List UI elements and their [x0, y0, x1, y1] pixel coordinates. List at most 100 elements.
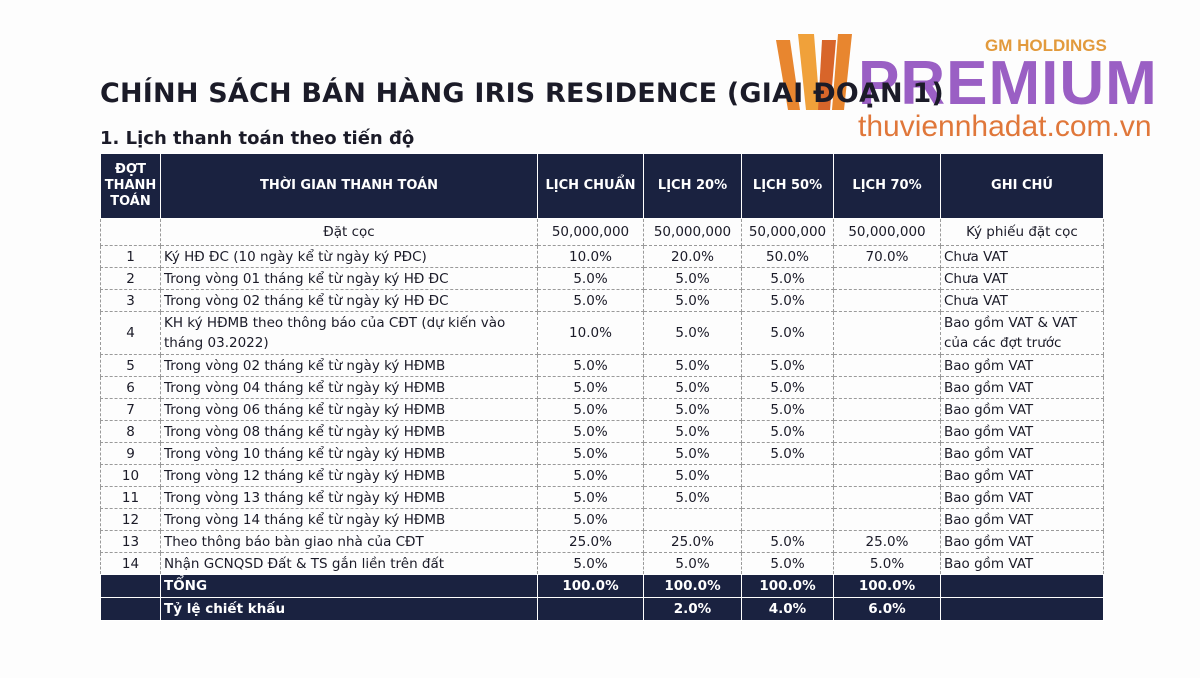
table-cell: Bao gồm VAT: [940, 464, 1104, 487]
table-cell: 3: [100, 289, 161, 312]
table-cell: 50,000,000: [833, 218, 941, 246]
table-cell: 5.0%: [643, 376, 742, 399]
table-cell: Bao gồm VAT: [940, 508, 1104, 531]
payment-table: ĐỢT THANH TOÁN THỜI GIAN THANH TOÁN LỊCH C…: [100, 153, 1104, 621]
header-cell: THỜI GIAN THANH TOÁN: [160, 153, 538, 219]
table-cell: [833, 486, 941, 509]
table-cell: 5.0%: [537, 442, 644, 465]
table-cell: [833, 267, 941, 290]
table-cell: 5.0%: [741, 267, 834, 290]
table-cell: 5.0%: [643, 354, 742, 377]
table-cell: Bao gồm VAT: [940, 420, 1104, 443]
table-row: 3 Trong vòng 02 tháng kể từ ngày ký HĐ ĐC…: [100, 289, 1104, 312]
table-cell: 5.0%: [537, 486, 644, 509]
table-cell: Bao gồm VAT: [940, 442, 1104, 465]
footer-row: Tỷ lệ chiết khấu 2.0% 4.0% 6.0%: [100, 597, 1104, 621]
table-cell: 5.0%: [643, 311, 742, 355]
footer-cell: 100.0%: [741, 574, 834, 598]
table-cell: 5.0%: [537, 267, 644, 290]
table-row: 4 KH ký HĐMB theo thông báo của CĐT (dự k…: [100, 311, 1104, 355]
table-cell: 11: [100, 486, 161, 509]
table-cell: [833, 442, 941, 465]
table-cell: 5: [100, 354, 161, 377]
table-cell: Trong vòng 14 tháng kể từ ngày ký HĐMB: [160, 508, 538, 531]
table-cell: [833, 464, 941, 487]
table-cell: Bao gồm VAT: [940, 398, 1104, 421]
table-cell: Trong vòng 02 tháng kể từ ngày ký HĐMB: [160, 354, 538, 377]
table-cell: 8: [100, 420, 161, 443]
table-cell: Trong vòng 06 tháng kể từ ngày ký HĐMB: [160, 398, 538, 421]
table-cell: Theo thông báo bàn giao nhà của CĐT: [160, 530, 538, 553]
table-cell: 13: [100, 530, 161, 553]
table-cell: 5.0%: [741, 398, 834, 421]
footer-cell: 100.0%: [833, 574, 941, 598]
table-cell: 5.0%: [537, 552, 644, 575]
table-cell: 5.0%: [537, 354, 644, 377]
table-cell: 5.0%: [741, 552, 834, 575]
table-cell: 7: [100, 398, 161, 421]
table-row: 2 Trong vòng 01 tháng kể từ ngày ký HĐ ĐC…: [100, 267, 1104, 290]
table-cell: 20.0%: [643, 245, 742, 268]
table-cell: 5.0%: [537, 398, 644, 421]
table-cell: [833, 311, 941, 355]
table-cell: [833, 508, 941, 531]
table-cell: [833, 420, 941, 443]
table-cell: 70.0%: [833, 245, 941, 268]
table-cell: Bao gồm VAT: [940, 530, 1104, 553]
table-cell: [833, 354, 941, 377]
table-row: 10 Trong vòng 12 tháng kể từ ngày ký HĐMB…: [100, 464, 1104, 487]
table-cell: 5.0%: [643, 289, 742, 312]
table-cell: 10.0%: [537, 311, 644, 355]
table-row: 9 Trong vòng 10 tháng kể từ ngày ký HĐMB 5…: [100, 442, 1104, 465]
table-cell: 10: [100, 464, 161, 487]
table-cell: 5.0%: [741, 311, 834, 355]
footer-cell: 100.0%: [537, 574, 644, 598]
table-cell: Bao gồm VAT: [940, 486, 1104, 509]
table-row: 13 Theo thông báo bàn giao nhà của CĐT 25.…: [100, 530, 1104, 553]
table-cell: 5.0%: [643, 420, 742, 443]
table-cell: 1: [100, 245, 161, 268]
header-cell: LỊCH 70%: [833, 153, 941, 219]
footer-cell: 2.0%: [643, 597, 742, 621]
footer-cell: [940, 597, 1104, 621]
table-row: Đặt cọc 50,000,000 50,000,000 50,000,000 50,…: [100, 218, 1104, 246]
table-cell: 5.0%: [537, 289, 644, 312]
table-cell: 50,000,000: [537, 218, 644, 246]
table-cell: 14: [100, 552, 161, 575]
table-row: 1 Ký HĐ ĐC (10 ngày kể từ ngày ký PĐC) 10.…: [100, 245, 1104, 268]
table-cell: Đặt cọc: [160, 218, 538, 246]
footer-row: TỔNG 100.0% 100.0% 100.0% 100.0%: [100, 574, 1104, 598]
table-cell: [100, 218, 161, 246]
footer-cell: TỔNG: [160, 574, 538, 598]
table-cell: 5.0%: [741, 420, 834, 443]
table-cell: 25.0%: [833, 530, 941, 553]
table-cell: 5.0%: [643, 267, 742, 290]
table-cell: 5.0%: [741, 289, 834, 312]
table-row: 14 Nhận GCNQSD Đất & TS gắn liền trên đất…: [100, 552, 1104, 575]
footer-cell: [537, 597, 644, 621]
table-row: 6 Trong vòng 04 tháng kể từ ngày ký HĐMB 5…: [100, 376, 1104, 399]
footer-cell: Tỷ lệ chiết khấu: [160, 597, 538, 621]
table-cell: [741, 508, 834, 531]
table-row: 11 Trong vòng 13 tháng kể từ ngày ký HĐMB…: [100, 486, 1104, 509]
table-cell: Trong vòng 01 tháng kể từ ngày ký HĐ ĐC: [160, 267, 538, 290]
table-cell: 10.0%: [537, 245, 644, 268]
table-cell: Nhận GCNQSD Đất & TS gắn liền trên đất: [160, 552, 538, 575]
table-cell: 25.0%: [537, 530, 644, 553]
watermark-brand: GM HOLDINGS: [985, 36, 1107, 55]
title: CHÍNH SÁCH BÁN HÀNG IRIS RESIDENCE (GIAI…: [100, 78, 944, 109]
footer-cell: [100, 574, 161, 598]
table-cell: 2: [100, 267, 161, 290]
table-row: 5 Trong vòng 02 tháng kể từ ngày ký HĐMB 5…: [100, 354, 1104, 377]
table-cell: [833, 289, 941, 312]
footer-cell: [100, 597, 161, 621]
table-cell: 5.0%: [741, 442, 834, 465]
table-cell: 5.0%: [537, 420, 644, 443]
table-cell: 5.0%: [741, 376, 834, 399]
logo: [776, 34, 852, 110]
table-cell: 50.0%: [741, 245, 834, 268]
table-cell: 5.0%: [741, 354, 834, 377]
table-cell: 50,000,000: [741, 218, 834, 246]
table-row: 12 Trong vòng 14 tháng kể từ ngày ký HĐMB…: [100, 508, 1104, 531]
table-cell: Trong vòng 13 tháng kể từ ngày ký HĐMB: [160, 486, 538, 509]
